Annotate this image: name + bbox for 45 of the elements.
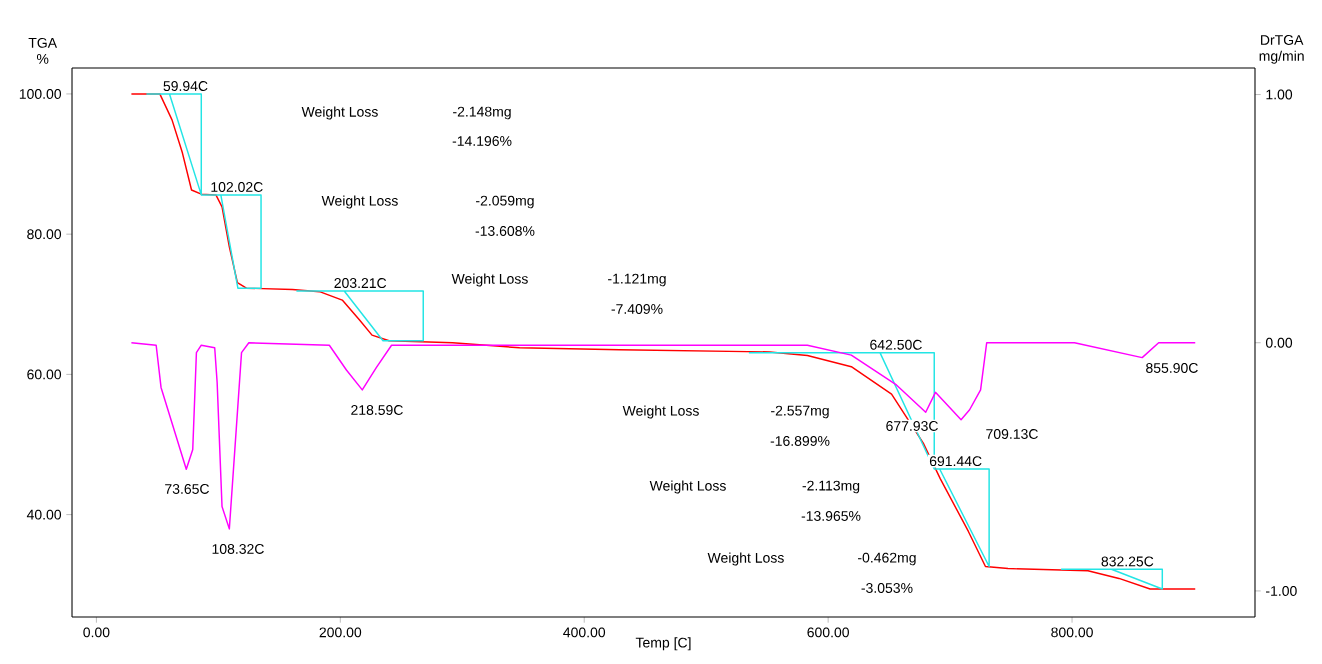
annotation: 102.02C (211, 182, 263, 192)
annotation: Weight Loss (622, 405, 699, 419)
annotation: 832.25C (1101, 556, 1154, 567)
annotation: Weight Loss (649, 480, 726, 494)
annotation: 855.90C (1146, 363, 1198, 373)
annotation: -3.053% (861, 583, 913, 593)
annotation: -7.409% (611, 304, 663, 314)
y-tick-label: 80.00 (27, 229, 62, 240)
annotation: 218.59C (351, 405, 403, 415)
x-tick-label: 0.00 (83, 627, 110, 638)
x-axis-title: Temp [C] (635, 637, 691, 651)
annotation: 203.21C (334, 278, 387, 289)
annotation: 108.32C (212, 544, 264, 554)
annotation: 709.13C (986, 429, 1038, 439)
x-tick-label: 600.00 (807, 627, 849, 638)
annotation: -2.059mg (476, 195, 534, 209)
annotation: 59.94C (163, 81, 208, 92)
x-tick-label: 200.00 (319, 627, 362, 638)
y-axis-title: TGA % (28, 37, 58, 64)
annotation: 642.50C (870, 339, 922, 350)
annotation: 691.44C (929, 456, 982, 467)
annotation: -0.462mg (858, 552, 916, 566)
annotation: -2.113mg (802, 480, 860, 494)
y-tick-label: 100.00 (19, 88, 62, 99)
annotation: Weight Loss (321, 195, 398, 209)
x-tick-label: 400.00 (563, 627, 606, 638)
annotation: 677.93C (886, 421, 938, 431)
annotation: Weight Loss (451, 273, 528, 287)
annotation: Weight Loss (707, 552, 784, 566)
y-tick-label: 40.00 (26, 509, 62, 520)
annotation: -16.899% (770, 436, 830, 446)
annotation: -14.196% (452, 136, 512, 146)
annotation: -13.608% (475, 226, 535, 236)
annotation: -2.148mg (453, 106, 511, 120)
annotation: -13.965% (801, 511, 861, 521)
annotation: Weight Loss (301, 106, 378, 120)
y2-tick-label: -1.00 (1266, 585, 1297, 596)
annotation: -1.121mg (608, 273, 666, 287)
x-tick-label: 800.00 (1051, 627, 1093, 638)
annotation: 73.65C (165, 484, 210, 494)
y2-tick-label: 0.00 (1265, 337, 1293, 348)
y2-tick-label: 1.00 (1266, 89, 1293, 100)
annotation: -2.557mg (771, 405, 829, 419)
y-tick-label: 60.00 (27, 369, 62, 380)
y2-axis-title: DrTGA mg/min (1259, 35, 1304, 64)
